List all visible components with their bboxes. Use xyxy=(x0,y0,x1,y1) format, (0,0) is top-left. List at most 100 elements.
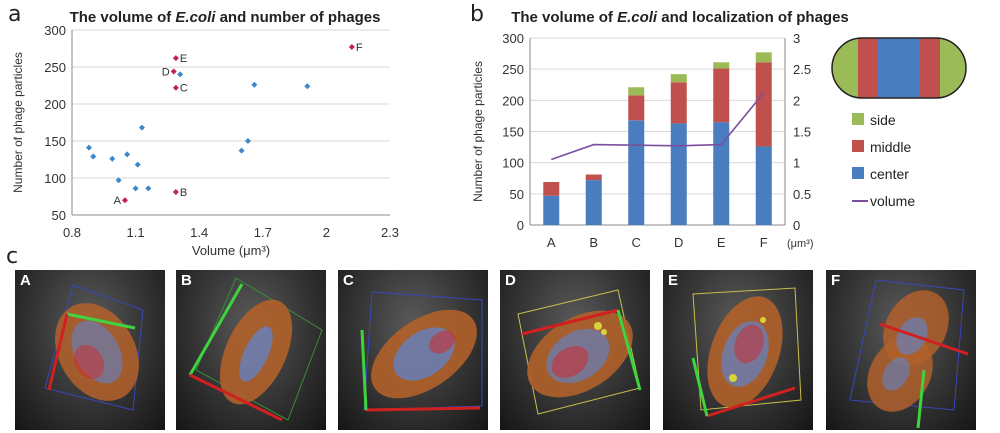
y2-tick-label: 1 xyxy=(793,156,800,171)
x-tick-label: D xyxy=(674,235,683,250)
bar-segment-middle xyxy=(543,181,560,196)
tile-label: A xyxy=(20,272,31,289)
bar-segment-center xyxy=(585,180,602,225)
legend-label: center xyxy=(870,166,909,182)
point-label: C xyxy=(180,83,188,95)
bar-segment-side xyxy=(670,74,687,83)
x-tick-label: 0.8 xyxy=(63,225,81,240)
y2-tick-label: 3 xyxy=(793,31,800,46)
y2-tick-label: 0.5 xyxy=(793,187,811,202)
labeled-point xyxy=(348,44,355,51)
bar-segment-side xyxy=(755,52,772,63)
scatter-point xyxy=(238,147,245,154)
x-tick-label: 1.1 xyxy=(127,225,145,240)
labeled-point xyxy=(172,55,179,62)
y-tick-label: 250 xyxy=(502,62,524,77)
x-tick-label: 1.7 xyxy=(254,225,272,240)
scatter-point xyxy=(251,81,258,88)
y-tick-label: 250 xyxy=(44,60,66,75)
bar-segment-center xyxy=(670,123,687,225)
bar-segment-center xyxy=(713,122,730,225)
scatter-point xyxy=(304,83,311,90)
y-tick-label: 200 xyxy=(502,93,524,108)
scatter-point xyxy=(90,153,97,160)
y-tick-label: 100 xyxy=(44,171,66,186)
bar-segment-middle xyxy=(670,82,687,124)
labeled-point xyxy=(170,68,177,75)
labeled-point xyxy=(172,84,179,91)
tile-label: E xyxy=(668,272,679,289)
labeled-point xyxy=(122,197,128,204)
point-label: B xyxy=(180,187,187,199)
legend-label: side xyxy=(870,112,896,128)
tile-label: C xyxy=(343,272,354,289)
bar-segment-middle xyxy=(713,68,730,123)
bar-segment-center xyxy=(543,195,560,225)
x-tick-label: 2 xyxy=(323,225,330,240)
chart-title: The volume of E.coli and localization of… xyxy=(511,9,849,26)
volume-line xyxy=(550,92,765,161)
scatter-point xyxy=(124,151,131,158)
cell-outline xyxy=(831,37,967,99)
y-tick-label: 150 xyxy=(502,125,524,140)
legend-swatch-middle xyxy=(852,140,864,152)
tile-label: D xyxy=(505,272,516,289)
bar-segment-middle xyxy=(755,62,772,147)
legend-label: middle xyxy=(870,139,911,155)
point-label: D xyxy=(162,66,170,78)
cell-render-a xyxy=(44,284,144,411)
y-tick-label: 150 xyxy=(44,134,66,149)
scatter-point xyxy=(132,185,139,192)
legend-swatch-side xyxy=(852,113,864,125)
cell-render-e xyxy=(691,287,802,418)
render-tile-e: E xyxy=(663,270,813,430)
render-tile-a: A xyxy=(15,270,165,430)
scatter-point xyxy=(115,177,122,184)
cell-render-d xyxy=(517,289,642,415)
y2-tick-label: 0 xyxy=(793,218,800,233)
legend-label: volume xyxy=(870,193,915,209)
y2-tick-label: 2.5 xyxy=(793,62,811,77)
render-tile-f: F xyxy=(826,270,976,430)
cell-schematic xyxy=(831,37,967,99)
bar-segment-middle xyxy=(628,95,645,121)
labeled-point xyxy=(172,189,179,196)
scatter-point xyxy=(109,155,116,162)
point-label: A xyxy=(114,195,122,207)
x-tick-label: C xyxy=(632,235,641,250)
y-tick-label: 200 xyxy=(44,97,66,112)
x-tick-label: F xyxy=(760,235,768,250)
x-tick-label: B xyxy=(589,235,598,250)
cell-regions xyxy=(832,38,966,98)
bar-segment-center xyxy=(755,146,772,225)
y-tick-label: 300 xyxy=(502,31,524,46)
scatter-chart: The volume of E.coli and number of phage… xyxy=(11,9,399,258)
tile-label: F xyxy=(831,272,841,289)
bar-segment-side xyxy=(628,87,645,96)
y-tick-label: 100 xyxy=(502,156,524,171)
cell-render-f xyxy=(849,279,969,429)
tile-label: B xyxy=(181,272,192,289)
render-tile-c: C xyxy=(338,270,488,430)
bar-segment-side xyxy=(713,62,730,69)
bar-segment-middle xyxy=(585,174,602,181)
chart-title: The volume of E.coli and number of phage… xyxy=(70,9,381,26)
x-tick-label: E xyxy=(717,235,726,250)
scatter-point xyxy=(177,71,184,78)
y-tick-label: 50 xyxy=(52,208,66,223)
y-tick-label: 300 xyxy=(44,23,66,38)
y-axis-title: Number of phage particles xyxy=(471,61,485,202)
cell-render-c xyxy=(360,291,483,412)
scatter-point xyxy=(138,124,145,131)
stacked-bar-chart: The volume of E.coli and localization of… xyxy=(471,9,967,250)
legend-swatch-center xyxy=(852,167,864,179)
scatter-point xyxy=(134,161,141,168)
render-tile-b: B xyxy=(176,270,326,430)
x-axis-title: Volume (μm³) xyxy=(192,243,270,258)
y-tick-label: 50 xyxy=(510,187,524,202)
scatter-point xyxy=(145,185,152,192)
point-label: E xyxy=(180,53,187,65)
y-tick-label: 0 xyxy=(517,218,524,233)
y2-axis-title: (μm³) xyxy=(787,238,814,250)
x-tick-label: A xyxy=(547,235,556,250)
